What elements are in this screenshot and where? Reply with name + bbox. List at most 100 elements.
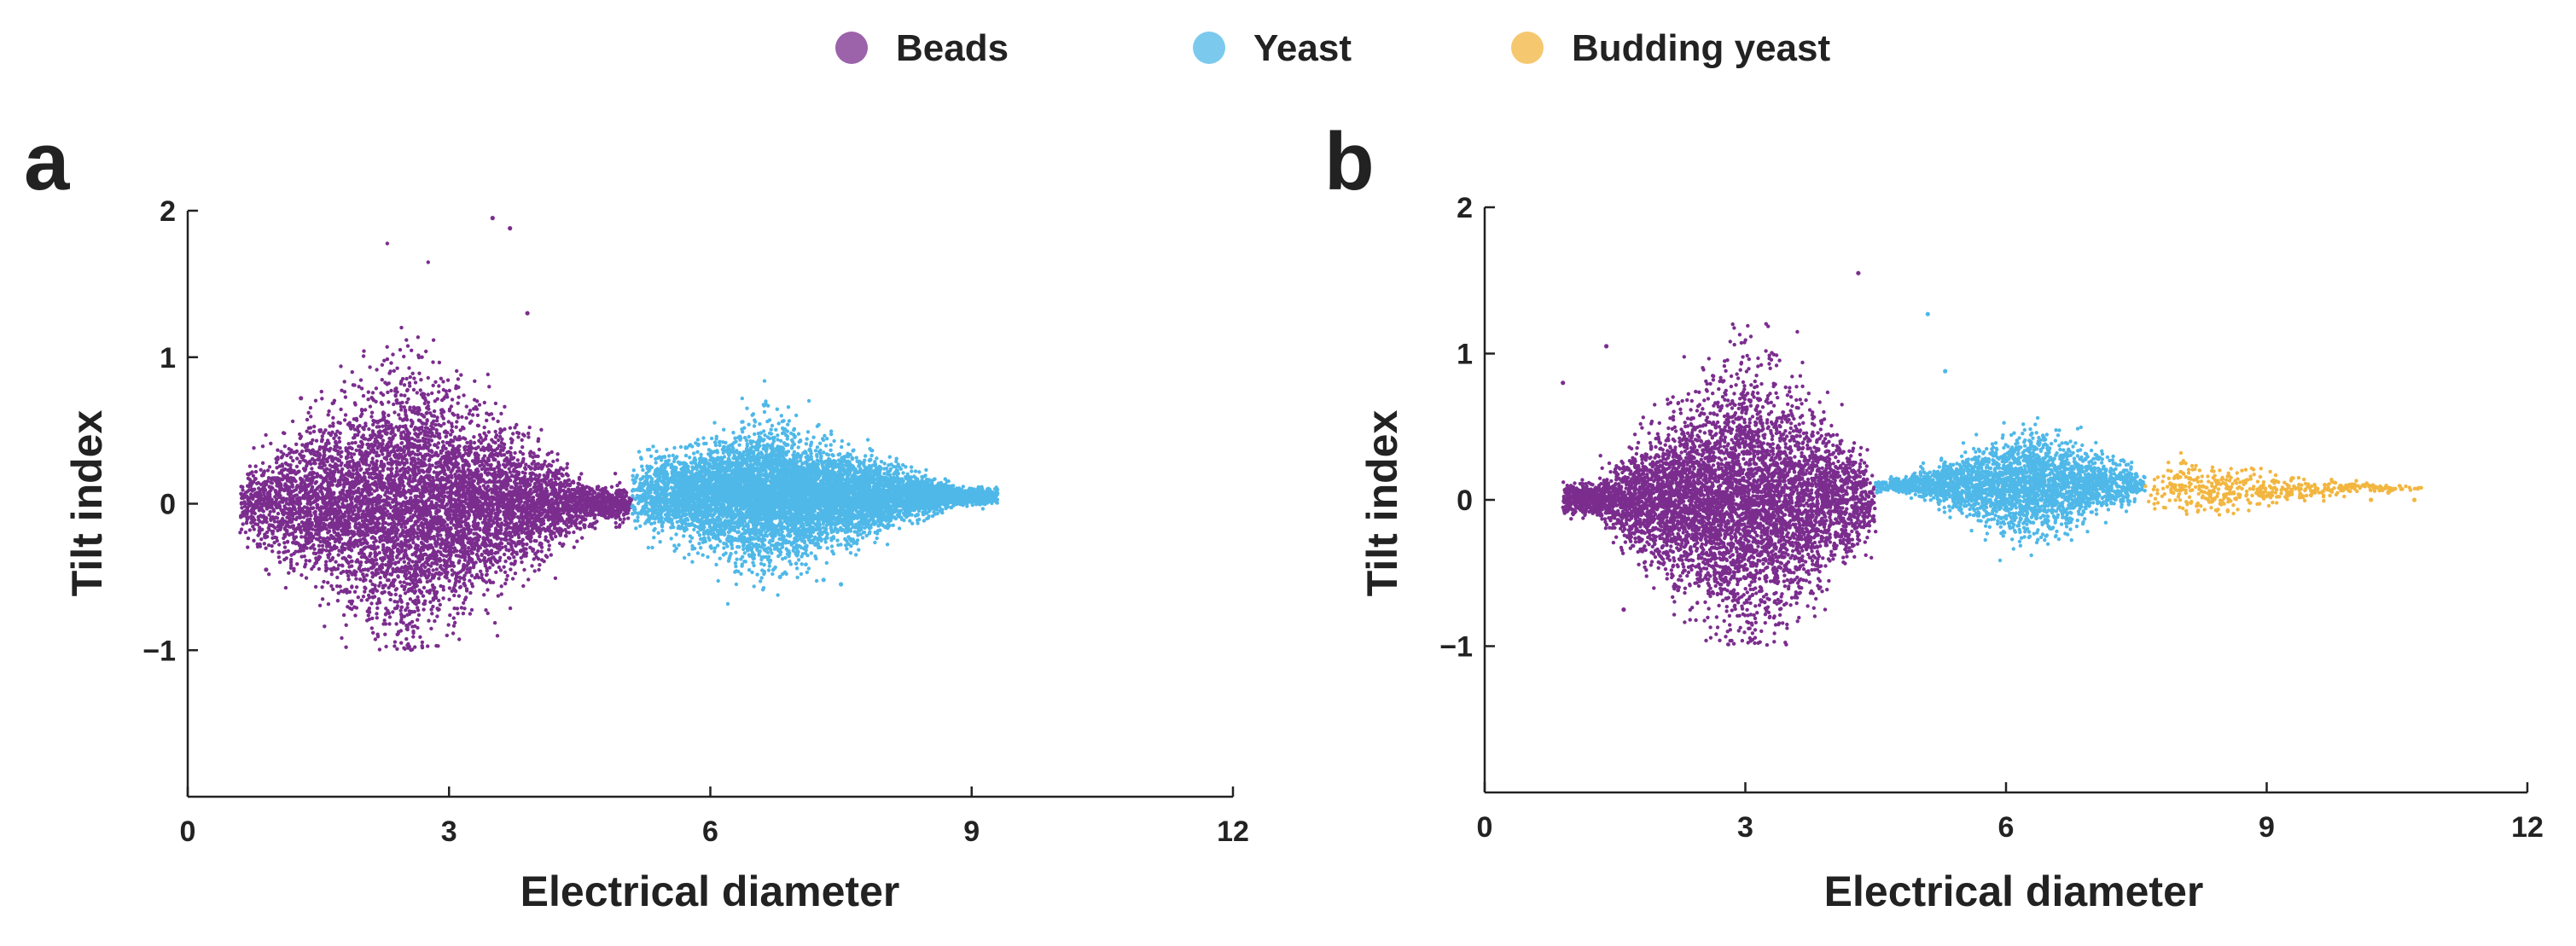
data-point [520, 470, 525, 474]
data-point [376, 597, 381, 601]
data-point [308, 502, 313, 507]
data-point [304, 559, 308, 563]
data-point [553, 576, 558, 580]
data-point [533, 552, 538, 556]
data-point [524, 462, 528, 467]
data-point [386, 467, 390, 471]
data-point [466, 560, 470, 565]
data-point [288, 456, 294, 460]
data-point [383, 493, 387, 497]
data-point [288, 520, 294, 525]
data-point [260, 444, 265, 449]
data-point [523, 496, 527, 500]
data-point [431, 383, 435, 388]
data-point [385, 578, 390, 583]
data-point [496, 419, 500, 424]
data-point [362, 437, 366, 441]
data-point [422, 401, 427, 406]
data-point [428, 564, 433, 568]
data-point [410, 456, 416, 461]
data-point [312, 547, 317, 551]
data-point [445, 502, 450, 507]
data-point [277, 471, 282, 475]
data-point [343, 395, 348, 399]
data-point [323, 624, 327, 629]
data-point [367, 467, 371, 472]
data-point [294, 472, 298, 476]
data-point [354, 577, 358, 581]
data-point [317, 428, 322, 432]
data-point [425, 405, 429, 410]
data-point [480, 467, 485, 472]
data-point [429, 626, 433, 631]
data-point [418, 579, 422, 584]
data-point [265, 468, 270, 473]
data-point [395, 537, 399, 542]
data-point [498, 555, 503, 560]
data-point [338, 584, 342, 589]
data-point [362, 427, 366, 432]
data-point [503, 582, 508, 586]
data-point [437, 390, 441, 394]
data-point [456, 401, 460, 405]
data-point [388, 597, 393, 602]
data-point [277, 543, 282, 547]
data-point [555, 458, 560, 462]
data-point [350, 370, 354, 374]
data-point [335, 599, 340, 603]
data-point [542, 559, 546, 564]
data-point [391, 610, 395, 614]
data-point [283, 585, 288, 590]
data-point [560, 472, 564, 476]
data-point [564, 472, 569, 476]
data-point [485, 418, 489, 423]
legend-label-yeast: Yeast [1253, 27, 1352, 69]
data-point [445, 378, 451, 382]
data-point [440, 439, 445, 444]
data-point [375, 466, 380, 470]
data-point [259, 467, 263, 472]
legend-marker-yeast [1193, 32, 1225, 64]
data-point [320, 434, 324, 438]
data-point [397, 413, 401, 417]
data-point [417, 371, 422, 375]
data-point [301, 521, 305, 525]
data-point [329, 583, 334, 589]
data-point [526, 431, 531, 436]
data-point [364, 573, 369, 577]
data-point [623, 490, 627, 494]
data-point [366, 398, 370, 402]
data-point [367, 606, 372, 611]
data-point [381, 452, 385, 456]
data-point [393, 393, 398, 398]
data-point [469, 607, 474, 612]
data-point [422, 421, 426, 426]
data-point [436, 537, 440, 541]
data-point [472, 435, 476, 439]
data-point [522, 433, 526, 438]
data-point [438, 602, 442, 607]
data-point [449, 495, 453, 499]
data-point [503, 544, 508, 548]
data-point [482, 400, 486, 405]
data-point [322, 579, 326, 584]
data-point [270, 470, 275, 474]
data-point [436, 464, 441, 468]
data-point [504, 487, 509, 491]
data-point [369, 415, 374, 419]
data-point [430, 612, 434, 616]
data-point [465, 460, 469, 464]
data-point [343, 518, 347, 523]
data-point [352, 383, 357, 387]
data-point [404, 338, 409, 342]
data-point [409, 424, 414, 428]
data-point [466, 546, 471, 550]
data-point [312, 458, 317, 463]
data-point [450, 468, 455, 473]
data-point [334, 462, 338, 467]
data-point [513, 572, 518, 576]
data-point [379, 400, 384, 405]
data-point [360, 409, 364, 413]
legend-entry-yeast: Yeast [1193, 27, 1352, 69]
data-point [370, 595, 375, 600]
